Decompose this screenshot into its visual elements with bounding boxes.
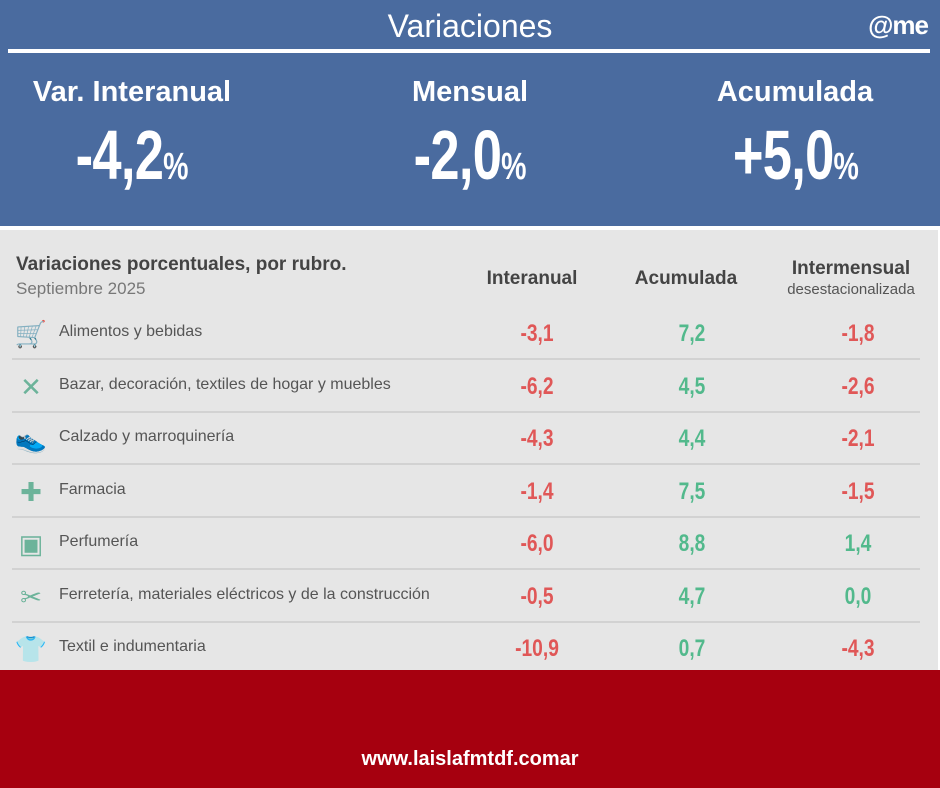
kpi-value: -4,2% (75, 116, 189, 194)
interanual-value: -3,1 (520, 320, 554, 347)
rubro-table: Variaciones porcentuales, por rubro. Sep… (0, 230, 938, 670)
table-subtitle: Septiembre 2025 (16, 279, 146, 298)
table-title: Variaciones porcentuales, por rubro. (16, 254, 347, 275)
kpi-acumulada: Acumulada +5,0% (645, 76, 940, 195)
col-intermensual: Intermensual desestacionalizada (787, 258, 915, 298)
table-row: 🛒 Alimentos y bebidas -3,1 7,2 -1,8 (12, 308, 920, 360)
intermensual-value: 1,4 (844, 530, 872, 557)
came-logo: @me (868, 10, 929, 40)
kpi-interanual: Var. Interanual -4,2% (0, 76, 282, 195)
page-title: Variaciones (387, 8, 553, 44)
col-interanual: Interanual (486, 268, 578, 289)
table-row: ✂ Ferretería, materiales eléctricos y de… (12, 571, 920, 623)
intermensual-value: 0,0 (844, 582, 872, 610)
rubro-name: Farmacia (59, 480, 126, 498)
table-row: ✚ Farmacia -1,4 7,5 -1,5 (12, 466, 920, 518)
shoe-icon: 👟 (14, 424, 48, 454)
tools-icon: ✂ (20, 581, 42, 612)
rubro-name: Textil e indumentaria (59, 638, 206, 655)
col-acumulada: Acumulada (634, 268, 738, 289)
intermensual-value: -1,8 (841, 320, 875, 347)
groceries-icon: 🛒 (14, 319, 48, 349)
acumulada-value: 4,5 (678, 372, 706, 400)
perfume-icon: ▣ (18, 529, 44, 559)
kpi-label: Mensual (411, 76, 529, 108)
intermensual-value: -2,6 (841, 372, 875, 400)
interanual-value: -6,0 (520, 530, 554, 557)
intermensual-value: -2,1 (841, 425, 875, 452)
kpi-label: Acumulada (716, 76, 874, 108)
acumulada-value: 4,4 (678, 425, 706, 452)
acumulada-value: 8,8 (678, 530, 706, 557)
header-panel: Variaciones @me Var. Interanual -4,2% Me… (0, 0, 940, 226)
acumulada-value: 7,5 (678, 477, 706, 505)
footer-url[interactable]: www.laislafmtdf.comar (361, 748, 579, 770)
footer: www.laislafmtdf.comar (0, 670, 940, 788)
acumulada-value: 4,7 (678, 582, 706, 610)
rubro-name: Perfumería (59, 533, 139, 550)
table-row: 👟 Calzado y marroquinería -4,3 4,4 -2,1 (12, 413, 920, 465)
table-row: 👕 Textil e indumentaria -10,9 0,7 -4,3 (12, 623, 920, 675)
shirt-icon: 👕 (14, 634, 48, 664)
divider (8, 49, 930, 53)
rubro-name: Bazar, decoración, textiles de hogar y m… (59, 375, 391, 393)
table-row: ✕ Bazar, decoración, textiles de hogar y… (12, 361, 920, 413)
rubro-name: Alimentos y bebidas (59, 323, 203, 340)
intermensual-value: -4,3 (841, 635, 875, 662)
interanual-value: -10,9 (515, 635, 559, 662)
interanual-value: -6,2 (520, 372, 554, 400)
intermensual-value: -1,5 (841, 477, 875, 505)
interanual-value: -1,4 (520, 477, 554, 505)
tableware-icon: ✕ (20, 371, 42, 402)
acumulada-value: 0,7 (678, 635, 706, 662)
kpi-value: +5,0% (732, 116, 858, 194)
acumulada-value: 7,2 (678, 320, 706, 347)
interanual-value: -4,3 (520, 425, 554, 452)
cross-icon: ✚ (20, 476, 42, 507)
kpi-mensual: Mensual -2,0% (320, 76, 620, 195)
kpi-label: Var. Interanual (32, 76, 232, 108)
rubro-name: Ferretería, materiales eléctricos y de l… (59, 585, 430, 603)
rubro-name: Calzado y marroquinería (59, 428, 235, 445)
kpi-value: -2,0% (413, 116, 527, 194)
interanual-value: -0,5 (520, 582, 554, 610)
table-row: ▣ Perfumería -6,0 8,8 1,4 (12, 518, 920, 570)
